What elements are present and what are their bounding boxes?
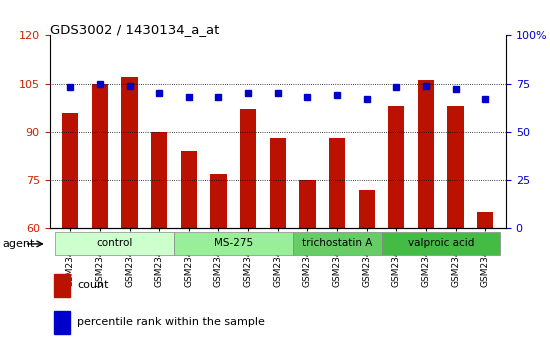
Bar: [92, 84, 108, 228]
Bar: [122, 77, 138, 228]
Text: trichostatin A: trichostatin A: [302, 238, 372, 249]
Bar: [210, 174, 227, 228]
Text: GDS3002 / 1430134_a_at: GDS3002 / 1430134_a_at: [50, 23, 219, 36]
Bar: [54, 311, 70, 334]
Bar: [299, 180, 316, 228]
Bar: [151, 132, 167, 228]
Text: percentile rank within the sample: percentile rank within the sample: [77, 317, 265, 327]
Bar: [293, 233, 382, 255]
Bar: [174, 233, 293, 255]
Bar: [418, 80, 434, 228]
Bar: [270, 138, 286, 228]
Bar: [382, 233, 500, 255]
Bar: [56, 233, 174, 255]
Bar: [54, 274, 70, 297]
Text: agent: agent: [3, 239, 35, 249]
Bar: [388, 106, 404, 228]
Text: count: count: [77, 280, 108, 290]
Bar: [477, 212, 493, 228]
Bar: [359, 190, 375, 228]
Text: control: control: [97, 238, 133, 249]
Bar: [329, 138, 345, 228]
Bar: [62, 113, 79, 228]
Bar: [448, 106, 464, 228]
Text: valproic acid: valproic acid: [408, 238, 474, 249]
Bar: [180, 151, 197, 228]
Text: MS-275: MS-275: [214, 238, 253, 249]
Bar: [240, 109, 256, 228]
